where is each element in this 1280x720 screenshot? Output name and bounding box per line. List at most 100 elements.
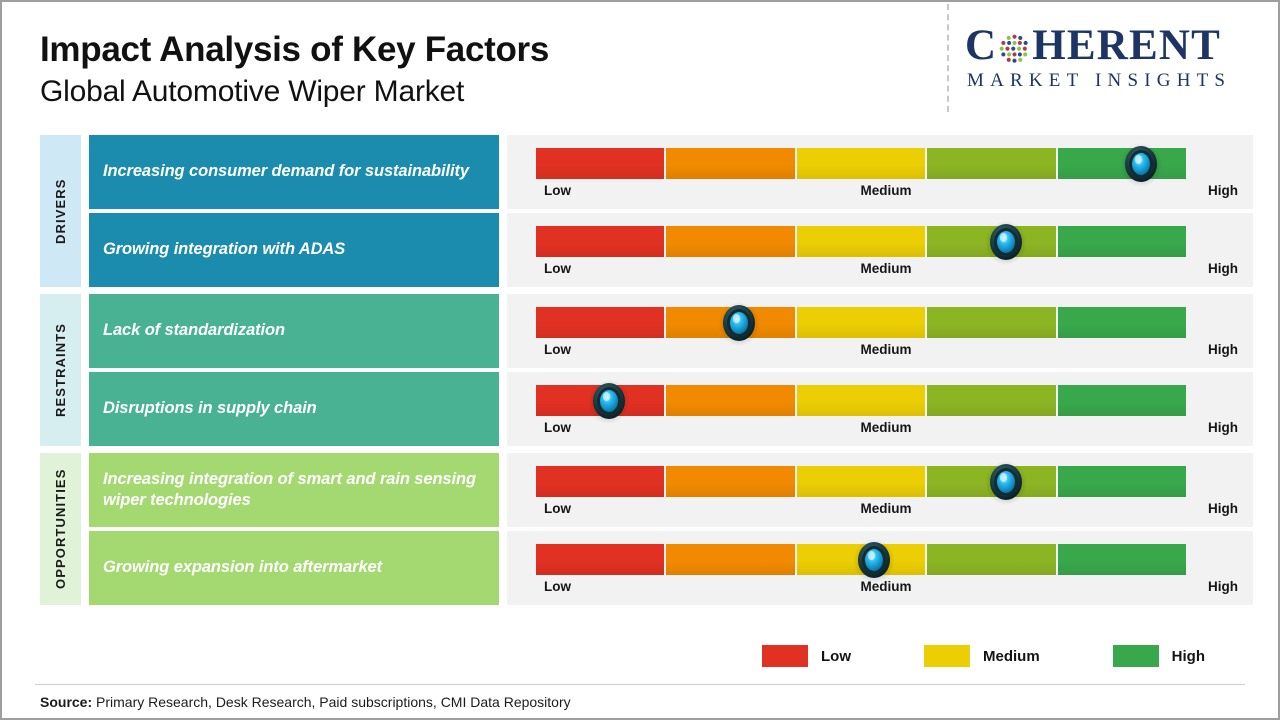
gauge-scale-labels: Low Medium High [536, 579, 1238, 599]
gauge-scale-bar [536, 385, 1187, 416]
factor-label: Growing expansion into aftermarket [89, 531, 499, 605]
gauge-scale-labels: Low Medium High [536, 342, 1238, 362]
gauge-scale-bar [536, 226, 1187, 257]
legend-label-low: Low [821, 647, 851, 665]
scale-label-medium: Medium [860, 420, 912, 435]
logo-letters-herent: HERENT [1032, 22, 1222, 69]
gauge-scale-labels: Low Medium High [536, 501, 1238, 521]
scale-label-medium: Medium [860, 342, 912, 357]
group-label-restraints: RESTRAINTS [40, 294, 81, 446]
gauge-segment-4 [927, 148, 1058, 179]
impact-gauge: Low Medium High [507, 213, 1253, 287]
source-note: Source: Primary Research, Desk Research,… [40, 694, 571, 710]
scale-label-high: High [1208, 579, 1238, 594]
scale-label-low: Low [544, 420, 571, 435]
legend-swatch-medium [924, 645, 970, 667]
gauge-segment-1 [536, 226, 667, 257]
impact-gauge: Low Medium High [507, 294, 1253, 368]
gauge-scale-labels: Low Medium High [536, 261, 1238, 281]
gauge-scale-bar [536, 307, 1187, 338]
legend-item: Medium [924, 645, 1040, 667]
gauge-scale-bar [536, 466, 1187, 497]
scale-label-high: High [1208, 420, 1238, 435]
factor-label: Increasing integration of smart and rain… [89, 453, 499, 527]
gauge-segment-5 [1057, 226, 1187, 257]
legend-item: Low [762, 645, 851, 667]
gauge-segment-2 [666, 148, 797, 179]
title-block: Impact Analysis of Key Factors Global Au… [40, 30, 549, 110]
legend-item: High [1112, 645, 1205, 667]
factor-label: Disruptions in supply chain [89, 372, 499, 446]
logo-wordmark: C [965, 24, 1265, 67]
gauge-segment-2 [666, 466, 797, 497]
factor-group: OPPORTUNITIES Increasing integration of s… [2, 453, 1278, 605]
gauge-segment-5 [1057, 466, 1187, 497]
company-logo: C [965, 24, 1265, 92]
logo-tagline: MARKET INSIGHTS [967, 70, 1232, 91]
legend: Low Medium High [762, 645, 1205, 667]
legend-swatch-high [1112, 645, 1159, 667]
factor-row: Growing integration with ADAS Low Medium Hi… [89, 213, 1278, 287]
scale-label-medium: Medium [860, 501, 912, 516]
gauge-segment-5 [1057, 307, 1187, 338]
factor-group: DRIVERS Increasing consumer demand for su… [2, 135, 1278, 287]
legend-swatch-low [762, 645, 808, 667]
factor-label: Growing integration with ADAS [89, 213, 499, 287]
gauge-scale-labels: Low Medium High [536, 420, 1238, 440]
group-label-opportunities: OPPORTUNITIES [40, 453, 81, 605]
gauge-segment-1 [536, 385, 667, 416]
impact-gauge: Low Medium High [507, 531, 1253, 605]
gauge-segment-1 [536, 148, 667, 179]
gauge-scale-bar [536, 544, 1187, 575]
group-rows: Increasing integration of smart and rain… [89, 453, 1278, 605]
page-subtitle: Global Automotive Wiper Market [40, 75, 465, 109]
gauge-segment-3 [796, 385, 928, 416]
factor-row: Increasing integration of smart and rain… [89, 453, 1278, 527]
gauge-segment-5 [1057, 385, 1187, 416]
gauge-segment-2 [666, 226, 797, 257]
impact-matrix: DRIVERS Increasing consumer demand for su… [2, 135, 1278, 612]
scale-label-high: High [1208, 183, 1238, 198]
impact-gauge: Low Medium High [507, 453, 1253, 527]
header-divider [947, 4, 949, 112]
gauge-segment-3 [796, 226, 928, 257]
scale-label-low: Low [544, 501, 571, 516]
scale-label-low: Low [544, 342, 571, 357]
legend-label-medium: Medium [983, 647, 1040, 665]
scale-label-high: High [1208, 342, 1238, 357]
group-label-drivers: DRIVERS [40, 135, 81, 287]
gauge-segment-1 [536, 544, 667, 575]
factor-row: Increasing consumer demand for sustainab… [89, 135, 1278, 209]
group-rows: Lack of standardization Low Medium High Dis… [89, 294, 1278, 446]
source-label: Source: [40, 694, 93, 710]
factor-label: Increasing consumer demand for sustainab… [89, 135, 499, 209]
gauge-scale-bar [536, 148, 1187, 179]
scale-label-low: Low [544, 261, 571, 276]
factor-group: RESTRAINTS Lack of standardization Low Medi… [2, 294, 1278, 446]
gauge-segment-1 [536, 466, 667, 497]
gauge-segment-4 [927, 385, 1058, 416]
scale-label-medium: Medium [860, 183, 912, 198]
gauge-segment-2 [666, 307, 797, 338]
gauge-segment-1 [536, 307, 667, 338]
scale-label-medium: Medium [860, 579, 912, 594]
footer-divider [35, 684, 1245, 685]
scale-label-low: Low [544, 183, 571, 198]
gauge-segment-3 [796, 466, 928, 497]
factor-row: Lack of standardization Low Medium High [89, 294, 1278, 368]
gauge-segment-4 [927, 226, 1058, 257]
gauge-segment-2 [666, 544, 797, 575]
globe-dot-pattern-icon [998, 31, 1031, 66]
impact-gauge: Low Medium High [507, 372, 1253, 446]
gauge-segment-4 [927, 307, 1058, 338]
gauge-scale-labels: Low Medium High [536, 183, 1238, 203]
scale-label-low: Low [544, 579, 571, 594]
factor-label: Lack of standardization [89, 294, 499, 368]
factor-row: Disruptions in supply chain Low Medium High [89, 372, 1278, 446]
gauge-segment-5 [1057, 148, 1187, 179]
gauge-segment-4 [927, 544, 1058, 575]
gauge-segment-3 [796, 544, 928, 575]
gauge-segment-5 [1057, 544, 1187, 575]
page-title: Impact Analysis of Key Factors [40, 30, 550, 69]
